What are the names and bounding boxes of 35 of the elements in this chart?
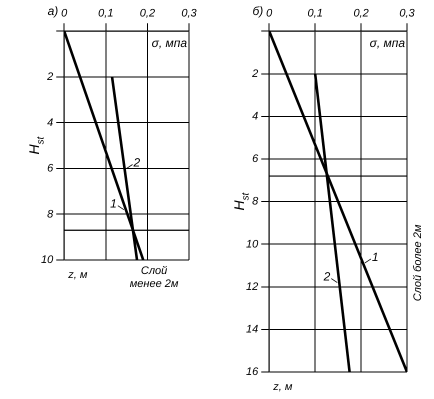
- y-tick-label: 14: [246, 323, 258, 336]
- y-axis-title: Hst: [26, 135, 46, 154]
- series-label: 2: [322, 270, 331, 284]
- x-tick-label: 0,2: [353, 8, 369, 20]
- y-tick-label: 10: [40, 254, 54, 266]
- x-axis-title: σ, мпа: [152, 36, 188, 50]
- y-tick-label: 4: [47, 116, 54, 129]
- y-tick-label: 8: [252, 196, 260, 208]
- y-tick-label: 2: [251, 68, 258, 80]
- text: z, м: [67, 269, 88, 281]
- x-axis-title: σ, мпа: [370, 36, 406, 50]
- chart-title: а): [48, 4, 58, 18]
- x-tick-label: 0,2: [140, 8, 156, 20]
- legend-label: 1: [372, 250, 379, 264]
- y-tick-label: 4: [252, 110, 258, 122]
- text: Слой более 2м: [412, 224, 424, 302]
- y-tick-label: 10: [246, 238, 260, 250]
- x-tick-label: 0,1: [308, 8, 323, 20]
- x-tick-label: 0: [61, 8, 68, 20]
- x-tick-label: 0,3: [399, 8, 416, 20]
- x-tick-label: 0,1: [98, 8, 114, 20]
- y-tick-label: 16: [246, 366, 260, 378]
- text: Слой менее 2м: [130, 265, 179, 290]
- y-tick-label: 8: [47, 208, 54, 220]
- x-tick-label: 0: [266, 8, 274, 20]
- legend-label: 2: [132, 155, 141, 170]
- y-tick-label: 12: [246, 280, 258, 293]
- text: z, м: [272, 381, 293, 393]
- y-tick-label: 2: [46, 71, 54, 84]
- series-label: 1: [110, 196, 117, 211]
- y-axis-title: Hst: [231, 191, 252, 210]
- y-tick-label: 6: [252, 153, 260, 166]
- x-tick-label: 0,3: [181, 8, 198, 20]
- chart-title: б): [252, 4, 264, 18]
- y-tick-label: 6: [47, 162, 54, 175]
